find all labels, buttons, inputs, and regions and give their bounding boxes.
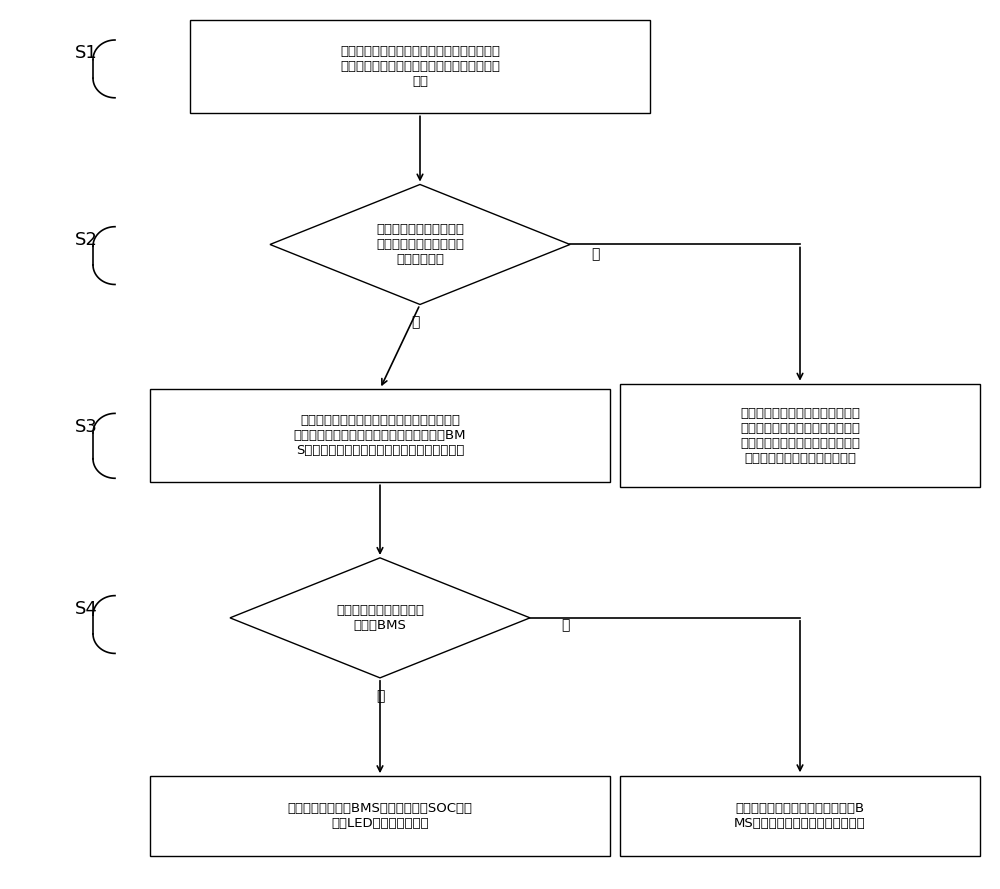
Text: 电子锁控制模块进入等待用户操作
的过程，超过第一时长后检测到充
电枪与充电插口仍然未连接可靠后
，电子锁控制模块进入休眠状态: 电子锁控制模块进入等待用户操作 的过程，超过第一时长后检测到充 电枪与充电插口仍… [740, 406, 860, 465]
Text: 是: 是 [411, 315, 419, 329]
Text: S3: S3 [75, 418, 98, 436]
Text: 是: 是 [376, 689, 384, 703]
Bar [150, 389, 610, 482]
Text: S2: S2 [75, 231, 98, 249]
Bar [620, 776, 980, 856]
Text: 用户按下电动汽车的充电盖控制开关后，唤醒
电子锁控制模块，电子锁控制模块控制充电盖
打开: 用户按下电动汽车的充电盖控制开关后，唤醒 电子锁控制模块，电子锁控制模块控制充电… [340, 45, 500, 88]
Text: S1: S1 [75, 44, 98, 62]
Text: 否: 否 [591, 247, 599, 261]
Text: 电子锁控制模块控制电子锁锁止电机正转，对
电子锁进行锁止，之后电子锁控制模块唤醒BM
S对电动汽车进行充电，并点亮充电连接指示灯: 电子锁控制模块控制电子锁锁止电机正转，对 电子锁进行锁止，之后电子锁控制模块唤醒… [294, 414, 466, 457]
Bar [620, 384, 980, 486]
Bar [190, 20, 650, 113]
Text: S4: S4 [75, 600, 98, 618]
Text: 电子锁控制模块从BMS获得荷电状态SOC，并
控制LED充电指示灯工作: 电子锁控制模块从BMS获得荷电状态SOC，并 控制LED充电指示灯工作 [288, 802, 473, 830]
Polygon shape [270, 184, 570, 304]
Text: 电子锁控制模块确认是否
已唤醒BMS: 电子锁控制模块确认是否 已唤醒BMS [336, 604, 424, 632]
Text: 若经过第二时长后仍未确认已唤醒B
MS，电子锁控制模块进入休眠状态: 若经过第二时长后仍未确认已唤醒B MS，电子锁控制模块进入休眠状态 [734, 802, 866, 830]
Bar [150, 776, 610, 856]
Text: 否: 否 [561, 618, 569, 632]
Polygon shape [230, 558, 530, 677]
Text: 电子锁控制模块检测充电
枪与电动汽车的充电插口
是否连接可靠: 电子锁控制模块检测充电 枪与电动汽车的充电插口 是否连接可靠 [376, 223, 464, 266]
